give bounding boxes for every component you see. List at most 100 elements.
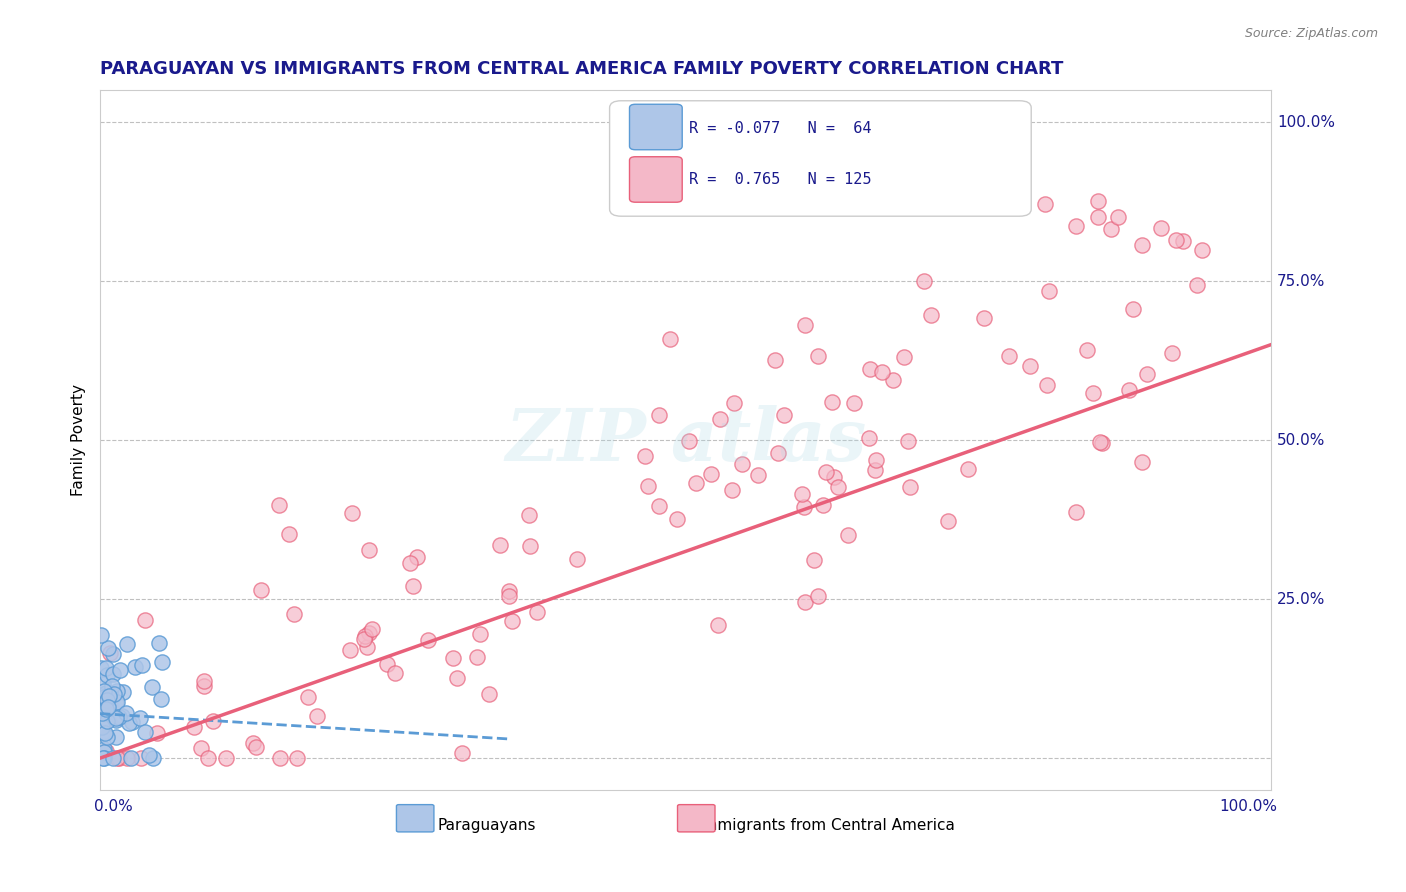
Point — [107, 751, 129, 765]
Point — [401, 579, 423, 593]
Text: R =  0.765   N = 125: R = 0.765 N = 125 — [689, 172, 872, 187]
Point — [267, 498, 290, 512]
Point — [103, 687, 125, 701]
Point — [91, 725, 114, 739]
Point — [115, 637, 138, 651]
Point — [519, 539, 541, 553]
Point — [1191, 243, 1213, 257]
Point — [101, 679, 124, 693]
FancyBboxPatch shape — [630, 104, 682, 150]
Point — [98, 702, 121, 716]
Text: 50.0%: 50.0% — [1277, 433, 1326, 448]
Point — [1171, 234, 1194, 248]
Point — [105, 684, 128, 698]
Point — [936, 514, 959, 528]
Point — [148, 636, 170, 650]
Point — [973, 311, 995, 326]
Point — [150, 655, 173, 669]
Point — [131, 657, 153, 672]
Point — [269, 751, 291, 765]
Point — [110, 663, 132, 677]
Point — [183, 720, 205, 734]
Point — [250, 582, 273, 597]
Text: Source: ZipAtlas.com: Source: ZipAtlas.com — [1244, 27, 1378, 40]
Point — [297, 690, 319, 705]
Point — [1066, 505, 1088, 519]
Point — [375, 657, 398, 672]
Point — [807, 349, 830, 363]
Point — [97, 640, 120, 655]
Point — [96, 714, 118, 729]
Point — [793, 500, 815, 514]
Point — [93, 751, 115, 765]
Point — [723, 395, 745, 409]
Text: R = -0.077   N =  64: R = -0.077 N = 64 — [689, 121, 872, 136]
Point — [112, 685, 135, 699]
Point — [648, 408, 671, 422]
Text: 25.0%: 25.0% — [1277, 591, 1326, 607]
Point — [129, 751, 152, 765]
Point — [141, 680, 163, 694]
Point — [96, 661, 118, 675]
Point — [91, 720, 114, 734]
Point — [197, 751, 219, 765]
Point — [90, 712, 112, 726]
Point — [870, 365, 893, 379]
Point — [467, 650, 489, 665]
Point — [707, 617, 730, 632]
Point — [89, 688, 111, 702]
Point — [93, 751, 115, 765]
Point — [105, 751, 128, 765]
Point — [115, 706, 138, 720]
Point — [678, 434, 700, 449]
Point — [956, 462, 979, 476]
Point — [893, 351, 915, 365]
Point — [93, 742, 115, 756]
Point — [1099, 221, 1122, 235]
Point — [416, 633, 439, 648]
Point — [837, 528, 859, 542]
Point — [1087, 211, 1109, 225]
Point — [283, 607, 305, 622]
Point — [1135, 368, 1157, 382]
Point — [773, 408, 796, 422]
Point — [245, 739, 267, 754]
Point — [811, 498, 834, 512]
FancyBboxPatch shape — [610, 101, 1031, 216]
Point — [882, 372, 904, 386]
Point — [93, 690, 115, 704]
Point — [1118, 383, 1140, 397]
Point — [1076, 343, 1098, 357]
Point — [1161, 345, 1184, 359]
Point — [93, 706, 115, 721]
Point — [897, 434, 920, 448]
Point — [489, 538, 512, 552]
Point — [340, 506, 363, 520]
Point — [803, 553, 825, 567]
Point — [90, 697, 112, 711]
Point — [90, 661, 112, 675]
Point — [731, 457, 754, 471]
Point — [658, 332, 681, 346]
Text: ZIP atlas: ZIP atlas — [505, 405, 866, 475]
Point — [446, 671, 468, 685]
Point — [96, 731, 118, 745]
Point — [699, 467, 721, 481]
Point — [865, 452, 887, 467]
Point — [1033, 197, 1056, 211]
Point — [353, 632, 375, 646]
Point — [1164, 233, 1187, 247]
Point — [138, 747, 160, 762]
Point — [101, 751, 124, 765]
Point — [96, 692, 118, 706]
Point — [665, 512, 688, 526]
Point — [763, 353, 786, 368]
Point — [1185, 277, 1208, 292]
Point — [634, 450, 657, 464]
Point — [105, 695, 128, 709]
Point — [98, 646, 121, 660]
Point — [1036, 378, 1059, 392]
Point — [565, 552, 588, 566]
Point — [97, 690, 120, 704]
Point — [202, 714, 225, 728]
